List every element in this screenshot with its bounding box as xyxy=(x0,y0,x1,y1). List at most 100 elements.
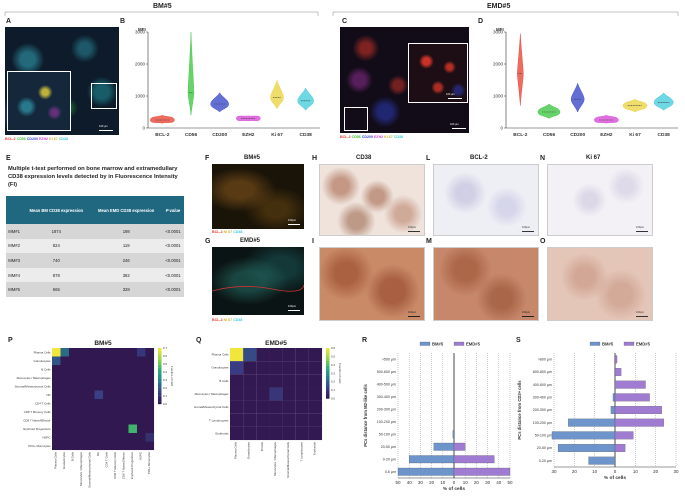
y-tick-label: 400-600 µm xyxy=(533,383,552,387)
panel-s-bar-chart: BM#5 EMD#5 30 20 10 0 10 20 30 >800 µm 600-800 µm 4… xyxy=(517,341,679,481)
heatmap-cell xyxy=(256,426,270,441)
panel-c-inset xyxy=(408,43,468,103)
heatmap-title: BM#5 xyxy=(94,340,112,347)
violin-cd56 xyxy=(187,31,195,116)
heatmap-cell xyxy=(282,387,296,401)
panel-c-roi-box xyxy=(344,107,368,131)
heatmap-cell xyxy=(60,399,70,408)
heatmap-cell xyxy=(243,361,257,375)
heatmap-cell xyxy=(120,382,129,391)
panel-h-title: CD38 xyxy=(356,155,372,161)
heatmap-col-label: CD8 T Naive/Effector xyxy=(121,452,125,479)
y-tick-label: 3000 xyxy=(135,30,146,35)
bar-emd xyxy=(453,455,495,464)
heatmap-col-label: Granulocytes xyxy=(247,441,251,459)
heatmap-cell xyxy=(145,433,155,442)
colorbar-segment xyxy=(158,348,162,351)
bar-bm xyxy=(397,467,455,476)
legend-swatch-bm xyxy=(589,341,601,346)
x-tick-label: 20 xyxy=(429,480,435,485)
y-tick-label: >500 µm xyxy=(382,357,396,361)
heatmap-cell xyxy=(308,413,323,427)
heatmap-cell xyxy=(52,390,61,400)
heatmap-cell xyxy=(69,365,78,374)
heatmap-cell xyxy=(52,356,61,366)
panel-c-scalebar-label: 100 µm xyxy=(450,123,459,126)
heatmap-cell xyxy=(145,365,155,374)
colorbar-segment xyxy=(158,378,162,382)
heatmap-cell xyxy=(86,433,95,442)
colorbar-tick-label: 0.1 xyxy=(331,388,335,392)
bar-emd xyxy=(614,355,618,364)
heatmap-cell xyxy=(282,426,296,441)
panel-label-i: I xyxy=(312,238,314,245)
heatmap-cell xyxy=(69,424,78,434)
x-tick-label: 30 xyxy=(485,480,491,485)
x-tick-label: CD56 xyxy=(185,132,198,138)
x-tick-label: 30 xyxy=(418,480,424,485)
colorbar-segment xyxy=(158,392,162,396)
heatmap-cell xyxy=(94,399,104,408)
table-header-pvalue: P value xyxy=(162,196,184,224)
table-cell: <0.0001 xyxy=(162,224,184,239)
table-row: MM#1 1874 198 <0.0001 xyxy=(6,224,184,239)
bar-bm xyxy=(588,456,616,465)
y-tick-label: 2000 xyxy=(135,62,146,67)
colorbar-segment xyxy=(326,396,330,399)
x-tick-label: CD56 xyxy=(543,132,556,138)
heatmap-cell xyxy=(282,400,296,414)
heatmap-cell xyxy=(295,400,309,414)
heatmap-cell xyxy=(120,356,129,366)
heatmap-cell xyxy=(86,348,95,357)
violin-cd38 xyxy=(297,87,314,111)
heatmap-cell xyxy=(111,399,121,408)
heatmap-cell xyxy=(94,356,104,366)
colorbar-segment xyxy=(158,362,162,365)
heatmap-col-label: B Cells xyxy=(70,451,74,461)
panel-m-scalebar xyxy=(522,316,534,317)
colorbar-tick-label: 0.2 xyxy=(163,386,167,390)
colorbar-tick-label: 0.2 xyxy=(331,380,335,384)
panel-o-ihc-image: 100µm xyxy=(547,247,653,321)
heatmap-cell xyxy=(77,433,87,442)
heatmap-cell xyxy=(52,365,61,374)
heatmap-cell xyxy=(128,356,138,366)
heatmap-cell xyxy=(103,424,112,434)
heatmap-cell xyxy=(230,400,244,414)
bar-bm xyxy=(557,444,616,452)
heatmap-cell xyxy=(269,387,283,401)
y-axis-label: MFI xyxy=(496,27,504,32)
heatmap-cell xyxy=(243,387,257,401)
heatmap-row-label: Erythroids xyxy=(215,431,229,435)
heatmap-cell xyxy=(295,387,309,401)
y-tick-label: 100-200 µm xyxy=(377,420,396,424)
legend-ki67: Ki 67 xyxy=(223,318,233,322)
bar-emd xyxy=(453,442,466,451)
y-tick-label: >800 µm xyxy=(538,358,552,362)
bar-emd xyxy=(614,393,650,402)
x-tick-label: 10 xyxy=(633,469,639,474)
panel-r-bar-chart: BM#5 EMD#5 50 40 30 20 10 0 10 20 30 40 50 >500 µm 500… xyxy=(363,341,513,492)
heatmap-cell xyxy=(103,348,112,357)
panel-label-h: H xyxy=(312,155,318,162)
panel-label-f: F xyxy=(205,155,210,162)
colorbar-tick-label: 0.5 xyxy=(331,354,335,358)
heatmap-row-label: T Lymphocytes xyxy=(209,418,229,422)
colorbar-segment xyxy=(326,350,330,354)
colorbar-segment xyxy=(158,356,162,360)
y-axis-label: PCs distance from CD3+ cells xyxy=(517,380,522,440)
panel-g-red-border-line xyxy=(212,284,304,292)
y-tick-label: 1000 xyxy=(135,94,146,99)
heatmap-cell xyxy=(120,441,129,451)
heatmap-cell xyxy=(282,374,296,388)
heatmap-cell xyxy=(137,433,146,442)
y-tick-label: 400-500 µm xyxy=(377,382,396,386)
heatmap-cell xyxy=(295,413,309,427)
heatmap-cell xyxy=(86,407,95,417)
table-cell: <0.0001 xyxy=(162,238,184,254)
legend-swatch-bm xyxy=(419,341,431,346)
heatmap-cell xyxy=(120,433,129,442)
heatmap-cell xyxy=(243,374,257,388)
heatmap-cell xyxy=(86,382,95,391)
panel-i-scalebar-label: 100µm xyxy=(408,311,416,314)
